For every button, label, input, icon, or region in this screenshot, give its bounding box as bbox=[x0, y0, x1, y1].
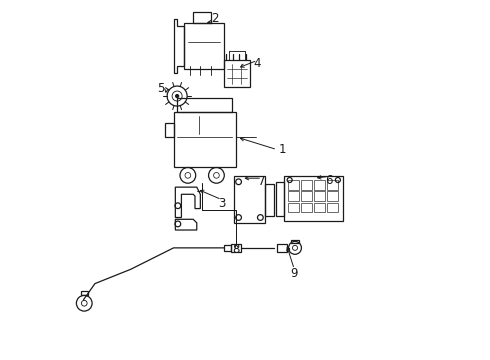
Text: 4: 4 bbox=[254, 57, 261, 71]
Text: 3: 3 bbox=[218, 197, 225, 210]
Text: 9: 9 bbox=[291, 267, 298, 280]
Text: 2: 2 bbox=[211, 12, 219, 25]
Text: 1: 1 bbox=[279, 143, 287, 156]
Text: 6: 6 bbox=[325, 174, 333, 186]
Text: 5: 5 bbox=[157, 82, 165, 95]
Text: 8: 8 bbox=[232, 243, 240, 256]
Circle shape bbox=[175, 95, 179, 98]
Text: 7: 7 bbox=[258, 175, 266, 188]
